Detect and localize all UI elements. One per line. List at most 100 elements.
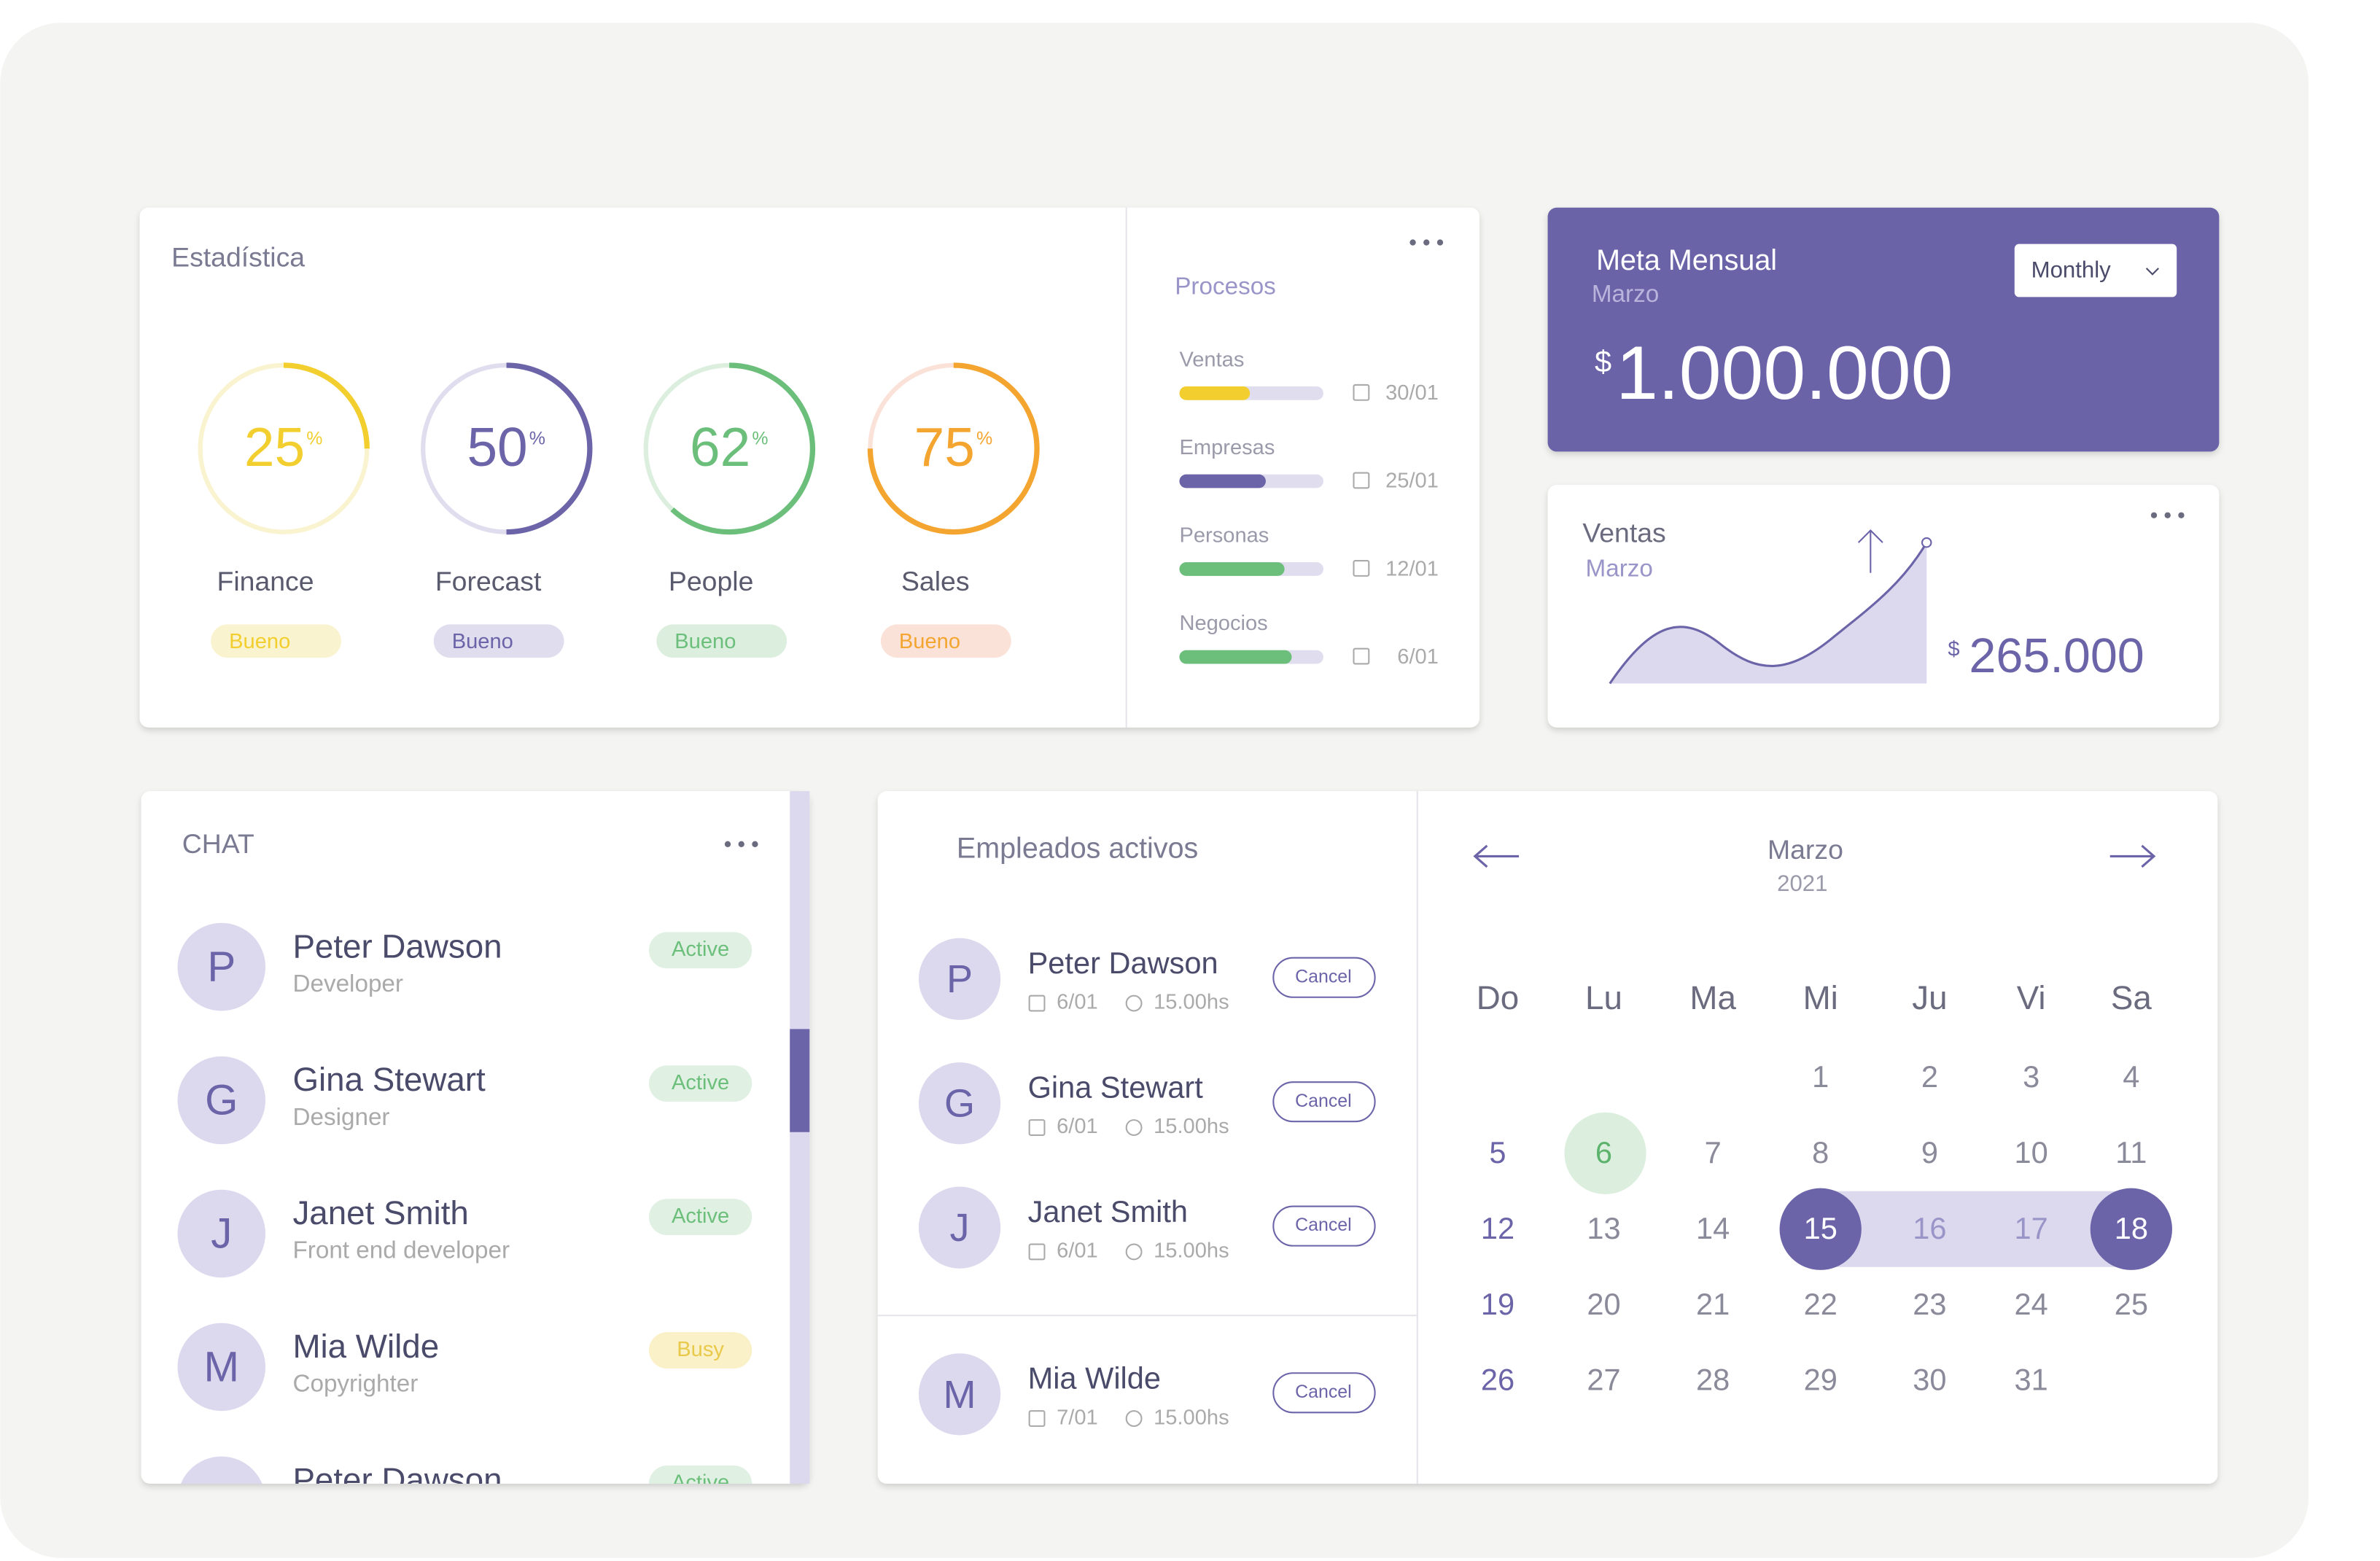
badge-text: Bueno (899, 630, 960, 653)
range-endpoint (1779, 1188, 1862, 1270)
calendar-day[interactable]: 1 (1812, 1059, 1829, 1094)
cancel-label[interactable]: Cancel (1295, 1091, 1352, 1111)
calendar-day[interactable]: 29 (1804, 1363, 1838, 1397)
calendar-day[interactable]: 26 (1481, 1363, 1514, 1397)
calendar-day[interactable]: 7 (1705, 1135, 1722, 1169)
clock-icon (1125, 994, 1143, 1012)
period-dropdown[interactable] (2014, 244, 2177, 297)
employee-time: 15.00hs (1154, 1115, 1229, 1138)
cancel-button[interactable] (1272, 1372, 1376, 1414)
calendar-day[interactable]: 20 (1587, 1287, 1620, 1321)
status-text: Active (672, 1204, 729, 1228)
clock-icon (1125, 1243, 1143, 1261)
cancel-label[interactable]: Cancel (1295, 1382, 1352, 1402)
avatar (177, 1323, 266, 1412)
period-label[interactable]: Monthly (2031, 257, 2112, 282)
stat-label: Forecast (435, 566, 542, 596)
ring-unit: % (529, 428, 545, 448)
calendar-day[interactable]: 24 (2015, 1287, 2048, 1321)
cancel-label[interactable]: Cancel (1295, 966, 1352, 986)
calendar-day[interactable]: 23 (1913, 1287, 1946, 1321)
badge (656, 624, 788, 658)
menu-dots[interactable] (2150, 512, 2185, 518)
calendar-day[interactable]: 31 (2015, 1363, 2048, 1397)
weekday: Sa (2111, 979, 2152, 1016)
badge (211, 624, 341, 658)
menu-dots[interactable] (1409, 239, 1444, 246)
calendar-day[interactable]: 9 (1921, 1135, 1938, 1169)
card-title: CHAT (182, 828, 254, 859)
badge-text: Bueno (452, 630, 513, 653)
card-title: Ventas (1582, 518, 1665, 548)
calendar-day[interactable]: 18 (2115, 1211, 2148, 1245)
calendar-icon (1028, 994, 1046, 1012)
status-badge (648, 1465, 752, 1484)
ring-unit: % (306, 428, 322, 448)
contact-name: Peter Dawson (292, 927, 502, 965)
employee-date: 7/01 (1057, 1406, 1098, 1429)
calendar-day[interactable]: 28 (1696, 1363, 1730, 1397)
employee-time: 15.00hs (1154, 1406, 1229, 1429)
avatar (918, 1062, 1001, 1145)
contact-name: Janet Smith (292, 1194, 468, 1231)
next-month[interactable] (2109, 844, 2156, 868)
cancel-button[interactable] (1272, 1081, 1376, 1123)
range-endpoint (2090, 1188, 2172, 1270)
calendar-day[interactable]: 25 (2115, 1287, 2148, 1321)
status-badge (648, 932, 752, 969)
employee-name: Janet Smith (1028, 1194, 1188, 1229)
calendar-day[interactable]: 13 (1587, 1211, 1620, 1245)
calendar-day[interactable]: 10 (2015, 1135, 2048, 1169)
employee-name: Gina Stewart (1028, 1070, 1204, 1105)
calendar-icon (1028, 1119, 1046, 1136)
cancel-button[interactable] (1272, 957, 1376, 998)
chat-list: P Peter Dawson Developer Active G Gina Stewar… (177, 922, 752, 1524)
calendar-day[interactable]: 6 (1595, 1135, 1612, 1169)
card-title: Empleados activos (957, 833, 1198, 865)
calendar-day[interactable]: 19 (1481, 1287, 1514, 1321)
status-badge (648, 1065, 752, 1102)
calendar-day[interactable]: 22 (1804, 1287, 1838, 1321)
weekday: Mi (1803, 979, 1838, 1016)
sparkline (1609, 542, 1928, 685)
ring-value: 62 (690, 416, 750, 478)
employee-time: 15.00hs (1154, 1239, 1229, 1263)
calendar-day[interactable]: 14 (1696, 1211, 1730, 1245)
contact-role: Front end developer (292, 1237, 510, 1264)
calendar-day[interactable]: 5 (1489, 1135, 1506, 1169)
calendar-day[interactable]: 4 (2123, 1059, 2139, 1094)
employee-date: 6/01 (1057, 991, 1098, 1014)
prev-month[interactable] (1473, 844, 1520, 868)
chevron (2145, 268, 2159, 276)
menu-dots[interactable] (724, 841, 758, 847)
calendar-day[interactable]: 12 (1481, 1211, 1514, 1245)
calendar-day[interactable]: 15 (1804, 1211, 1838, 1245)
calendar-icon (1353, 560, 1370, 577)
calendar-day[interactable]: 11 (2115, 1135, 2147, 1169)
scrollbar[interactable] (790, 791, 810, 1484)
scroll-thumb[interactable] (790, 1029, 810, 1132)
avatar (918, 1353, 1001, 1436)
calendar-day[interactable]: 27 (1587, 1363, 1620, 1397)
employee-name: Peter Dawson (1028, 946, 1218, 980)
calendar-day[interactable]: 30 (1913, 1363, 1946, 1397)
calendar-icon (1353, 472, 1370, 489)
calendar-day[interactable]: 3 (2023, 1059, 2039, 1094)
contact-name: Gina Stewart (292, 1061, 486, 1098)
weekday: Vi (2017, 979, 2046, 1016)
card-title: Estadística (171, 241, 305, 272)
avatar-initial: P (207, 1476, 236, 1524)
calendar-day[interactable]: 21 (1696, 1287, 1730, 1321)
cancel-label[interactable]: Cancel (1295, 1215, 1352, 1235)
calendar-day[interactable]: 16 (1913, 1211, 1946, 1245)
avatar-initial: J (211, 1210, 232, 1258)
cancel-button[interactable] (1272, 1205, 1376, 1247)
calendar-day[interactable]: 17 (2015, 1211, 2048, 1245)
status-text: Active (672, 938, 729, 961)
calendar-day[interactable]: 2 (1921, 1059, 1938, 1094)
employee-time: 15.00hs (1154, 991, 1229, 1014)
calendar-day[interactable]: 8 (1812, 1135, 1829, 1169)
process-name: Negocios (1179, 612, 1267, 635)
weekday: Do (1477, 979, 1519, 1016)
progress-bar (1179, 650, 1292, 664)
